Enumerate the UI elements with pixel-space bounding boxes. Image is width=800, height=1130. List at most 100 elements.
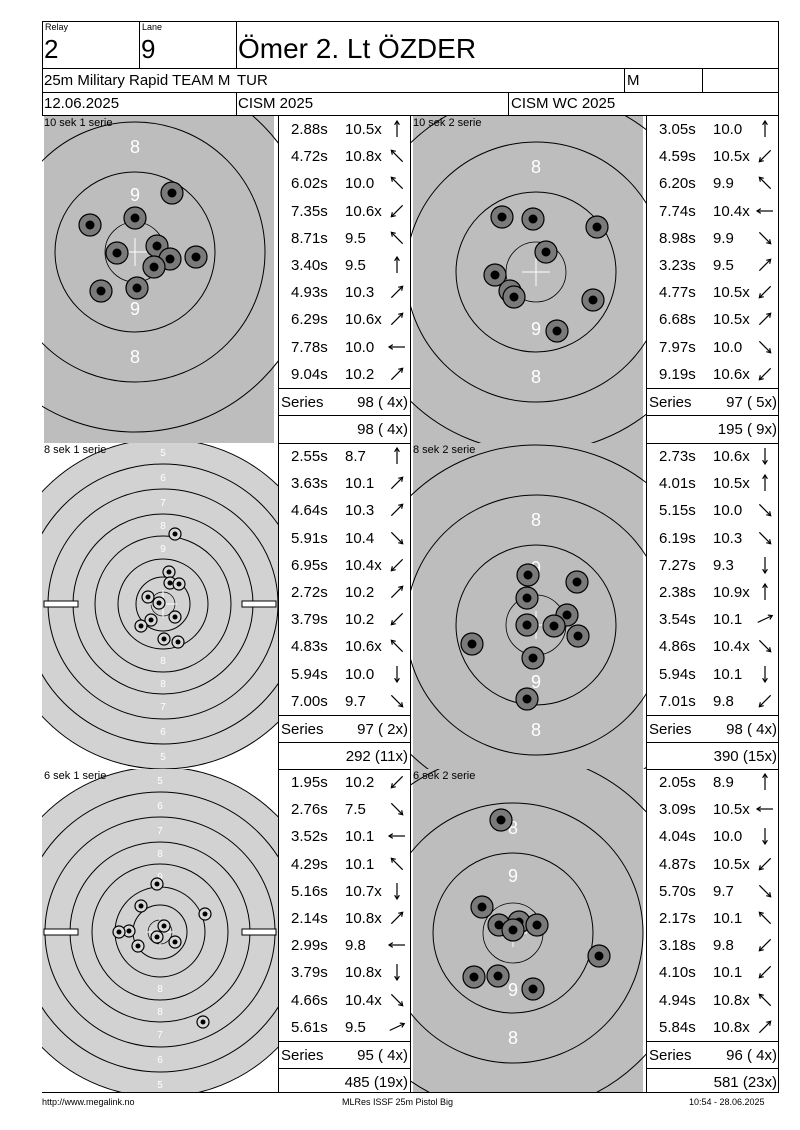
shot-hole — [198, 907, 212, 921]
shot-time: 5.84s — [659, 1018, 696, 1036]
shot-time: 3.05s — [659, 121, 696, 138]
shot-time: 3.79s — [291, 964, 328, 982]
frame-bottom — [42, 1092, 779, 1093]
shot-time: 4.10s — [659, 964, 696, 982]
shot-row: 4.94s 10.8x — [647, 987, 779, 1014]
shot-value: 10.3 — [345, 284, 375, 302]
shot-row: 2.17s 10.1 — [647, 905, 779, 932]
ring-number: 9 — [130, 299, 140, 319]
ring-number: 8 — [157, 849, 163, 860]
shot-value: 10.3 — [713, 529, 743, 547]
ring-number: 6 — [160, 727, 166, 738]
shot-row: 6.20s 9.9 — [647, 170, 779, 197]
shot-hole — [141, 590, 155, 604]
divider — [647, 1041, 779, 1042]
direction-arrow-icon — [390, 803, 404, 816]
shot-row: 5.94s 10.0 — [279, 661, 410, 688]
shot-time: 4.64s — [291, 502, 328, 520]
shot-row: 1.95s 10.2 — [279, 769, 410, 796]
shot-time: 4.93s — [291, 284, 328, 302]
shot-value: 10.5x — [713, 284, 750, 302]
shot-hole — [144, 613, 158, 627]
shot-value: 8.9 — [713, 774, 734, 791]
shot-value: 10.5x — [713, 801, 750, 819]
divider — [279, 715, 410, 716]
shot-row: 5.94s 10.1 — [647, 661, 779, 688]
shot-value: 10.6x — [713, 448, 750, 465]
direction-arrow-icon — [758, 340, 772, 354]
shot-row: 5.15s 10.0 — [647, 497, 779, 524]
divider — [410, 769, 411, 1092]
shot-row: 4.01s 10.5x — [647, 470, 779, 497]
relay-label: Relay — [45, 22, 69, 32]
running-total-row: 390 (15x) — [647, 743, 779, 770]
shot-time: 4.77s — [659, 284, 696, 302]
shot-time: 4.94s — [659, 991, 696, 1009]
shot-value: 10.1 — [345, 475, 375, 493]
scoring-ring — [411, 494, 647, 756]
direction-arrow-icon — [762, 448, 768, 466]
shot-row: 6.02s 10.0 — [279, 170, 410, 197]
shot-time: 6.68s — [659, 311, 696, 329]
shot-row: 6.29s 10.6x — [279, 306, 410, 333]
scoring-ring — [42, 121, 266, 383]
divider — [279, 1068, 410, 1069]
shot-value: 10.6x — [713, 365, 750, 383]
shot-row: 3.05s 10.0 — [647, 116, 779, 143]
direction-arrow-icon — [394, 446, 400, 464]
shot-hole — [581, 288, 605, 312]
shot-time: 5.70s — [659, 882, 696, 900]
scoring-ring — [94, 535, 232, 673]
event-name: 25m Military Rapid TEAM M — [44, 72, 231, 89]
shot-value: 10.0 — [713, 338, 743, 356]
series-total-value: 97 ( 5x) — [726, 394, 777, 411]
divider — [42, 115, 779, 116]
shot-value: 9.3 — [713, 556, 734, 574]
series-label: 10 sek 2 serie — [413, 117, 482, 129]
divider — [42, 92, 779, 93]
direction-arrow-icon — [758, 694, 772, 708]
direction-arrow-icon — [387, 942, 405, 949]
shot-value: 9.9 — [713, 229, 734, 247]
direction-arrow-icon — [390, 312, 404, 326]
target-panel: 8 9 9 8 6 sek 2 serie — [411, 769, 647, 1092]
shot-hole — [565, 570, 589, 594]
shot-hole — [587, 944, 611, 968]
lane-label: Lane — [142, 22, 163, 32]
shot-value: 10.5x — [713, 148, 750, 166]
shot-row: 4.59s 10.5x — [647, 143, 779, 170]
shot-hole — [534, 240, 558, 264]
ring-number: 8 — [160, 521, 166, 532]
shot-time: 3.79s — [291, 611, 328, 629]
target-panel: 8 9 9 8 10 sek 1 serie — [42, 116, 278, 443]
shot-hole — [515, 613, 539, 637]
shot-list: 2.88s 10.5x 4.72s 10.8x 6.02s 10.0 7.35s 10.6x 8… — [279, 116, 410, 443]
shot-hole — [502, 285, 526, 309]
shot-row: 8.71s 9.5 — [279, 225, 410, 252]
shot-time: 2.88s — [291, 121, 328, 138]
direction-arrow-icon — [758, 367, 772, 381]
shot-row: 3.40s 9.5 — [279, 252, 410, 279]
shot-time: 2.17s — [659, 910, 696, 927]
shot-hole — [150, 877, 164, 891]
shot-hole — [462, 965, 486, 989]
shot-hole — [515, 586, 539, 610]
direction-arrow-icon — [758, 911, 772, 925]
ring-number: 8 — [531, 720, 541, 740]
shot-hole — [172, 577, 186, 591]
shot-list: 3.05s 10.0 4.59s 10.5x 6.20s 9.9 7.74s 10.4x 8.9… — [647, 116, 779, 443]
shot-value: 10.2 — [345, 774, 375, 791]
shot-time: 3.40s — [291, 257, 328, 274]
scoring-ring — [54, 171, 216, 333]
shot-value: 9.5 — [713, 257, 734, 274]
shot-row: 7.00s 9.7 — [279, 688, 410, 715]
shot-hole — [157, 632, 171, 646]
direction-arrow-icon — [758, 286, 772, 299]
series-total-label: Series — [649, 394, 692, 411]
shot-row: 2.72s 10.2 — [279, 579, 410, 606]
divider — [624, 68, 625, 92]
target-panel: 5 6 7 8 9 8 8 7 6 5 8 sek 1 serie — [42, 443, 278, 769]
direction-arrow-icon — [758, 1020, 772, 1033]
